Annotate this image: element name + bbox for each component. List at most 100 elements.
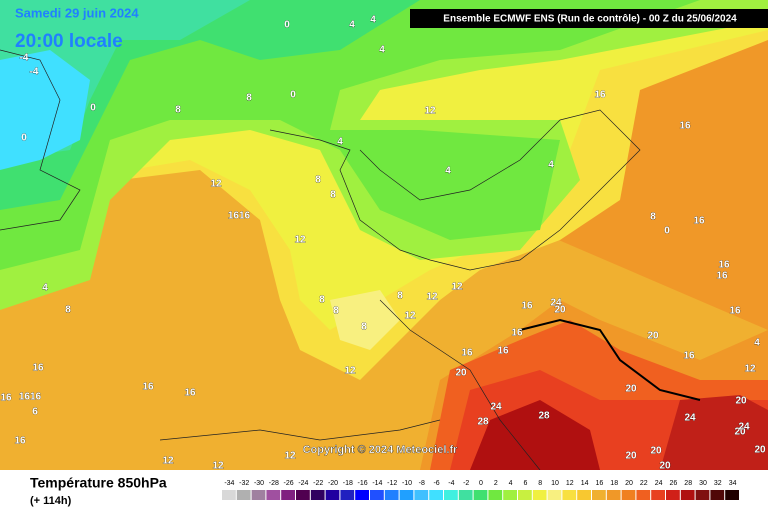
contour-label: 24 [738, 422, 750, 433]
scale-swatch [340, 490, 355, 500]
contour-label: 8 [315, 175, 321, 186]
scale-tick-label: 18 [610, 480, 618, 487]
scale-swatch [680, 490, 695, 500]
contour-label: 12 [424, 106, 436, 117]
scale-tick-label: -16 [358, 480, 368, 487]
scale-swatch [532, 490, 547, 500]
contour-label: 16 [511, 328, 523, 339]
scale-swatch [503, 490, 517, 500]
scale-swatch [651, 490, 665, 500]
contour-label: 16 [0, 393, 12, 404]
scale-swatch [370, 490, 384, 500]
contour-label: 24 [684, 413, 696, 424]
contour-label: 8 [333, 306, 339, 317]
scale-tick-label: -24 [298, 480, 308, 487]
scale-swatch [281, 490, 295, 500]
scale-tick-label: -34 [224, 480, 234, 487]
contour-label: 20 [625, 384, 637, 395]
contour-label: 12 [426, 292, 438, 303]
contour-label: 8 [397, 291, 403, 302]
contour-label: 16 [716, 271, 728, 282]
scale-swatch [399, 490, 414, 500]
scale-swatch [458, 490, 473, 500]
scale-swatch [325, 490, 340, 500]
scale-swatch [444, 490, 458, 500]
contour-label: 16 [693, 216, 705, 227]
scale-swatch [355, 490, 369, 500]
scale-tick-label: 28 [684, 480, 692, 487]
contour-label: 4 [379, 45, 385, 56]
scale-tick-label: 34 [729, 480, 737, 487]
contour-label: 20 [455, 368, 467, 379]
scale-swatch [222, 490, 236, 500]
scale-tick-label: -32 [239, 480, 249, 487]
scale-tick-label: 32 [714, 480, 722, 487]
contour-label: 28 [477, 417, 489, 428]
scale-tick-label: 30 [699, 480, 707, 487]
scale-swatch [429, 490, 443, 500]
contour-label: 4 [349, 20, 355, 31]
scale-tick-label: 16 [596, 480, 604, 487]
contour-label: 8 [175, 105, 181, 116]
contour-label: 16 [14, 436, 26, 447]
scale-swatch [636, 490, 651, 500]
contour-label: 20 [659, 461, 671, 472]
scale-swatch [606, 490, 621, 500]
scale-tick-label: -4 [448, 480, 454, 487]
run-info: Ensemble ECMWF ENS (Run de contrôle) - 0… [443, 14, 737, 25]
scale-swatch [592, 490, 606, 500]
contour-label: 8 [319, 295, 325, 306]
scale-tick-label: 26 [670, 480, 678, 487]
contour-label: 12 [284, 451, 296, 462]
scale-tick-label: -10 [402, 480, 412, 487]
contour-label: 16 [594, 90, 606, 101]
scale-tick-label: 14 [581, 480, 589, 487]
contour-label: 16 [32, 363, 44, 374]
scale-tick-label: -8 [419, 480, 425, 487]
contour-label: 12 [744, 364, 756, 375]
scale-swatch [473, 490, 488, 500]
contour-label: 8 [246, 93, 252, 104]
contour-label: 16 [142, 382, 154, 393]
contour-label: 8 [65, 305, 71, 316]
scale-tick-label: -26 [284, 480, 294, 487]
scale-tick-label: -28 [269, 480, 279, 487]
contour-label: 12 [212, 461, 224, 472]
scale-tick-label: 2 [494, 480, 498, 487]
color-scale: -34 -32 -30 -28 -26 -24 -22 -20 -18 -16 -14 -12 -10-… [222, 480, 739, 500]
scale-tick-label: 20 [625, 480, 633, 487]
field-title: Température 850hPa [30, 475, 167, 491]
contour-label: 4 [337, 137, 343, 148]
scale-tick-label: 22 [640, 480, 648, 487]
contour-label: 20 [647, 331, 659, 342]
contour-label: 20 [625, 451, 637, 462]
scale-swatch [251, 490, 266, 500]
contour-label: 16 [521, 301, 533, 312]
contour-label: 1616 [228, 211, 251, 222]
scale-swatch [547, 490, 562, 500]
contour-label: 0 [290, 90, 296, 101]
scale-tick-label: -22 [313, 480, 323, 487]
contour-label: -4 [20, 53, 29, 64]
scale-tick-label: -18 [343, 480, 353, 487]
contour-label: 4 [754, 338, 760, 349]
contour-label: 4 [370, 15, 376, 26]
contour-label: 8 [330, 190, 336, 201]
time-label: 20:00 locale [15, 31, 123, 52]
scale-tick-label: -14 [372, 480, 382, 487]
contour-label: 16 [729, 306, 741, 317]
contour-label: 12 [294, 235, 306, 246]
contour-label: 24 [550, 298, 562, 309]
contour-label: -4 [30, 67, 39, 78]
scale-swatch [488, 490, 503, 500]
scale-tick-label: -6 [433, 480, 439, 487]
scale-tick-label: -2 [463, 480, 469, 487]
scale-swatch [384, 490, 399, 500]
map [0, 0, 768, 471]
contour-label: 12 [404, 311, 416, 322]
contour-label: 1616 [19, 392, 42, 403]
scale-tick-label: -30 [254, 480, 264, 487]
contour-label: 0 [284, 20, 290, 31]
contour-label: 4 [42, 283, 48, 294]
scale-tick-label: 10 [551, 480, 559, 487]
